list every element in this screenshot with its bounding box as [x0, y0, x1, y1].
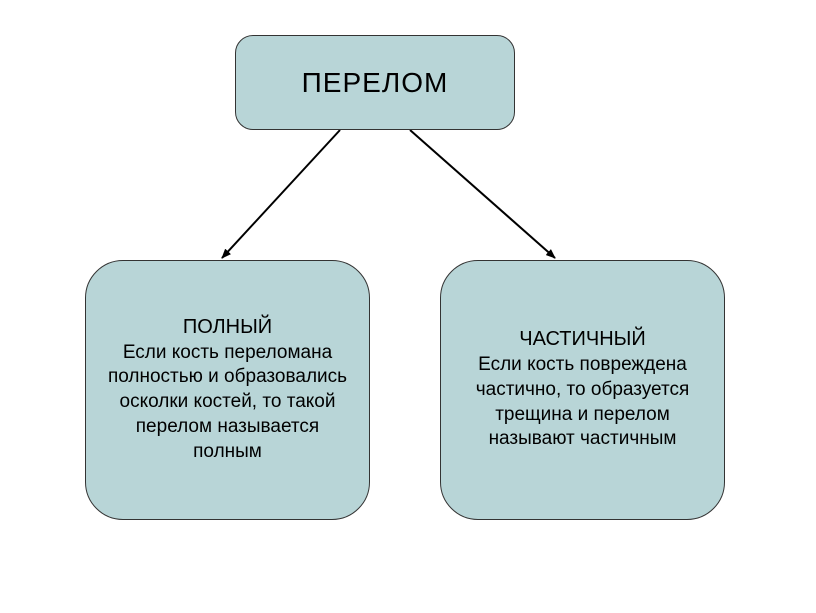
child-left-body: Если кость переломана полностью и образо…	[100, 341, 355, 464]
child-right-title: ЧАСТИЧНЫЙ	[519, 328, 645, 351]
root-node: ПЕРЕЛОМ	[235, 35, 515, 130]
child-left-title: ПОЛНЫЙ	[183, 316, 272, 339]
root-title: ПЕРЕЛОМ	[302, 67, 449, 99]
edge-root-to-right	[410, 130, 555, 258]
child-right-body: Если кость повреждена частично, то образ…	[455, 353, 710, 452]
edge-root-to-left	[222, 130, 340, 258]
child-node-right: ЧАСТИЧНЫЙ Если кость повреждена частично…	[440, 260, 725, 520]
child-node-left: ПОЛНЫЙ Если кость переломана полностью и…	[85, 260, 370, 520]
